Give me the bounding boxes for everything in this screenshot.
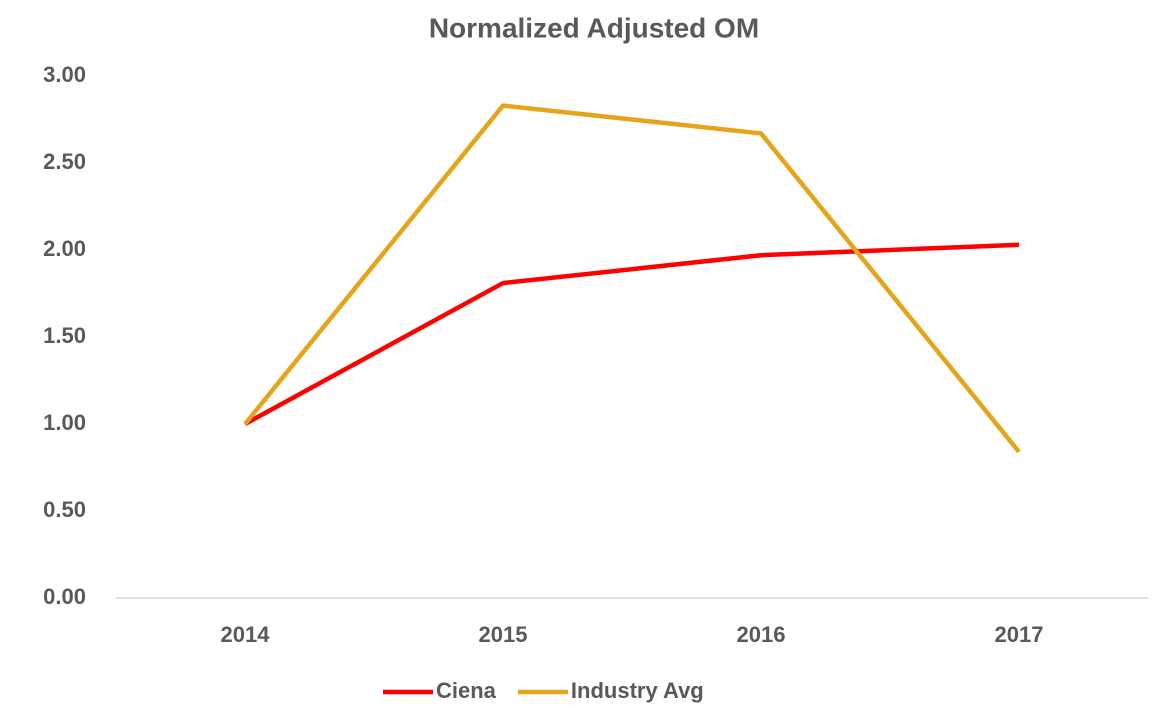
x-tick-label: 2014 [221, 622, 271, 647]
y-tick-label: 2.00 [43, 236, 86, 261]
line-series [243, 103, 1021, 454]
legend-label: Industry Avg [571, 678, 704, 703]
x-tick-label: 2015 [479, 622, 528, 647]
y-tick-label: 1.00 [43, 410, 86, 435]
legend-label: Ciena [436, 678, 497, 703]
x-tick-label: 2016 [737, 622, 786, 647]
y-tick-label: 3.00 [43, 62, 86, 87]
y-tick-label: 0.50 [43, 497, 86, 522]
y-tick-label: 2.50 [43, 149, 86, 174]
x-tick-label: 2017 [995, 622, 1044, 647]
line-series [243, 242, 1020, 426]
y-tick-label: 0.00 [43, 584, 86, 609]
chart-title: Normalized Adjusted OM [429, 12, 759, 43]
y-tick-label: 1.50 [43, 323, 86, 348]
